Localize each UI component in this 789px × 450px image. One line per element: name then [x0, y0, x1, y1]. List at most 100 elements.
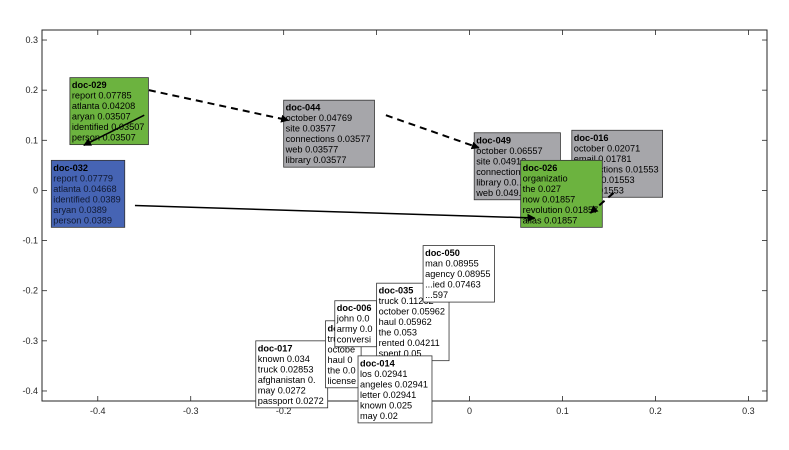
doc-box-title: doc-026: [523, 163, 558, 173]
y-tick-label: 0.3: [25, 35, 38, 45]
doc-box-bg: [283, 99, 375, 168]
doc-box-term: organizatio: [523, 173, 568, 183]
doc-box-bg: [334, 300, 377, 348]
doc-box-term: may 0.02: [360, 411, 398, 421]
doc-box-term: report 0.07779: [53, 173, 113, 183]
doc-box-term: email 0.01781: [574, 154, 632, 164]
doc-box-term: atlanta 0.04668: [53, 184, 116, 194]
doc-box-term: report 0.07785: [72, 91, 132, 101]
doc-box-term: identified 0.03507: [72, 122, 145, 132]
doc-box-term: passport 0.0272: [258, 396, 324, 406]
doc-box-term: los 0.02941: [360, 369, 408, 379]
y-tick-label: 0: [33, 185, 38, 195]
y-tick-label: 0.2: [25, 85, 38, 95]
doc-box-term: truck 0.11262: [379, 296, 434, 306]
doc-box-term: october 0.04769: [286, 113, 352, 123]
x-tick-label: -0.4: [90, 406, 106, 416]
doc-box-term: army 0.0: [337, 324, 373, 334]
doc-box-title: doc-035: [379, 286, 414, 296]
doc-box-term: afghanistan 0.: [258, 375, 316, 385]
doc-box-term: the 0.053: [379, 328, 417, 338]
doc-box-title: doc-006: [337, 303, 372, 313]
doc-box-term: connections 0.01553: [574, 164, 659, 174]
doc-box-title: doc-029: [72, 80, 107, 90]
doc-box-title: doc-049: [476, 135, 511, 145]
doc-box-term: agency 0.08955: [425, 269, 490, 279]
doc-box-term: site 0.04918: [476, 156, 526, 166]
doc-box-term: conversi: [337, 335, 371, 345]
y-tick-label: 0.1: [25, 135, 38, 145]
doc-box-term: spent 0.05: [379, 349, 422, 359]
doc-box-title: doc-017: [258, 343, 293, 353]
y-tick-label: -0.2: [22, 286, 38, 296]
doc-box-term: person 0.0389: [53, 215, 112, 225]
doc-box-term: the 0.027: [523, 184, 561, 194]
doc-box-term: web 0.049...: [475, 188, 526, 198]
doc-box-term: letter 0.02941: [360, 390, 416, 400]
doc-box-term: october 0.02071: [574, 143, 640, 153]
doc-box-title: doc-032: [53, 163, 88, 173]
doc-box-term: aryan 0.03507: [72, 112, 131, 122]
doc-box-term: web 0.03577: [285, 145, 339, 155]
doc-box-term: connection 0.04918: [476, 167, 556, 177]
doc-box-term: alias 0.01857: [523, 215, 578, 225]
arrow-5: [589, 192, 615, 214]
y-tick-label: -0.3: [22, 336, 38, 346]
doc-box-title: doc-014: [360, 358, 396, 368]
doc-box-term: october 0.05962: [379, 307, 445, 317]
doc-box-term: person 0.03507: [72, 133, 136, 143]
x-tick-label: -0.3: [183, 406, 199, 416]
arrow-2: [385, 114, 480, 150]
doc-box-term: site 0.03577: [286, 124, 336, 134]
doc-box-term: ...ied 0.07463: [425, 280, 481, 290]
doc-box-bg: [50, 159, 126, 228]
doc-box-bg: [357, 355, 433, 424]
doc-box-title: doc-016: [574, 133, 609, 143]
doc-box-bg: [422, 245, 495, 303]
doc-box-term: ...597: [425, 290, 448, 300]
y-tick-label: -0.4: [22, 386, 38, 396]
doc-box-title: doc-050: [425, 248, 460, 258]
x-tick-label: 0: [467, 406, 472, 416]
doc-box-term: aryan 0.0389: [53, 205, 107, 215]
doc-box-title: doc-044: [286, 103, 322, 113]
doc-box-term: library 0.01553: [574, 175, 635, 185]
arrow-3: [83, 114, 145, 146]
doc-box-bg: [255, 340, 329, 409]
x-tick-label: 0.3: [742, 406, 755, 416]
doc-box-term: may 0.0272: [258, 385, 306, 395]
doc-box-term: haul 0: [327, 355, 352, 365]
doc-box-term: library 0.03577: [286, 155, 347, 165]
doc-box-term: man 0.08955: [425, 259, 479, 269]
doc-box-term: known 0.034: [258, 354, 310, 364]
doc-box-term: library 0.0...: [476, 177, 524, 187]
doc-box-term: revolution 0.01857: [523, 205, 599, 215]
doc-box-term: known 0.025: [360, 400, 412, 410]
doc-box-term: license: [327, 376, 356, 386]
doc-box-term: angeles 0.02941: [360, 379, 428, 389]
doc-box-term: identified 0.0389: [53, 194, 120, 204]
doc-box-term: the 0.0: [327, 365, 355, 375]
doc-box-term: now 0.01857: [523, 194, 576, 204]
doc-box-term: connections 0.03577: [286, 134, 371, 144]
doc-box-term: john 0.0: [336, 314, 370, 324]
arrow-4: [134, 204, 536, 222]
doc-box-term: atlanta 0.04208: [72, 101, 135, 111]
doc-box-term: rented 0.04211: [379, 338, 440, 348]
doc-box-term: haul 0.05962: [379, 317, 432, 327]
doc-box-term: october 0.06557: [476, 146, 542, 156]
doc-box-term: truck 0.02853: [258, 364, 314, 374]
y-tick-label: -0.1: [22, 236, 38, 246]
arrow-1: [148, 89, 290, 123]
arrows-layer: [83, 89, 615, 222]
